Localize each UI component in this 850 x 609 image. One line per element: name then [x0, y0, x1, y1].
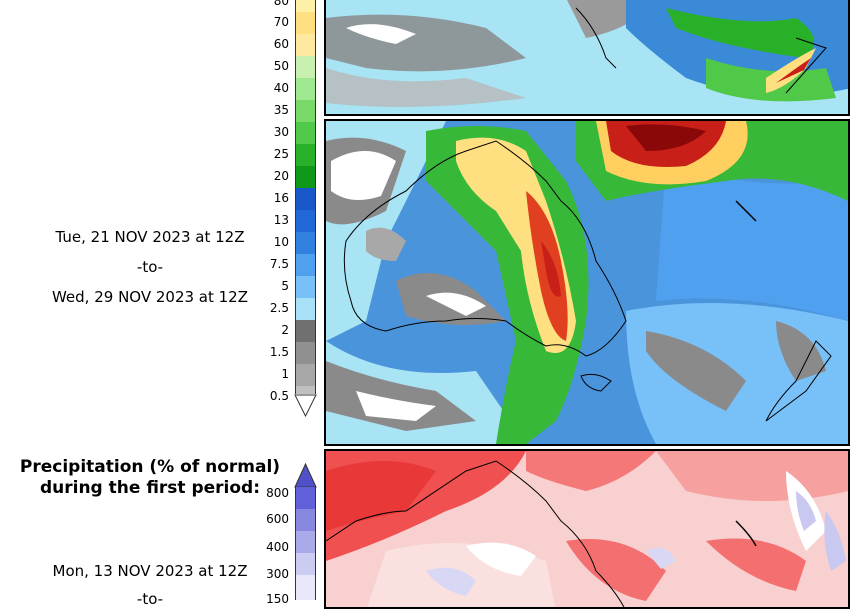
legend-label: 0.5: [269, 389, 289, 403]
legend-label: 35: [273, 103, 289, 117]
legend-swatch: [295, 342, 316, 364]
legend-label: 60: [273, 37, 289, 51]
legend-label: 40: [273, 81, 289, 95]
legend-label: 13: [273, 213, 289, 227]
legend-up-arrow-icon: [294, 462, 317, 488]
legend-label: 400: [266, 540, 289, 554]
period-to-label: -to-: [136, 258, 164, 276]
legend-label: 80: [273, 0, 289, 8]
legend-label: 5: [281, 279, 289, 293]
legend-swatch: [295, 553, 316, 575]
legend-swatch: [295, 254, 316, 276]
legend-label: 1: [281, 367, 289, 381]
pct-normal-map: [324, 449, 850, 609]
legend-swatch: [295, 78, 316, 100]
pct-normal-field: [326, 451, 848, 607]
legend-swatch: [295, 320, 316, 342]
legend-label: 25: [273, 147, 289, 161]
legend-swatch: [295, 487, 316, 509]
legend-swatch: [295, 100, 316, 122]
legend-label: 16: [273, 191, 289, 205]
legend-label: 20: [273, 169, 289, 183]
legend-swatch: [295, 364, 316, 386]
legend-label: 2.5: [269, 301, 289, 315]
legend-swatch: [295, 0, 316, 12]
legend-down-arrow-icon: [294, 394, 317, 418]
pct-period-to-label: -to-: [136, 590, 164, 608]
legend-label: 50: [273, 59, 289, 73]
pct-normal-title-line2: during the first period:: [39, 478, 261, 498]
legend-swatch: [295, 575, 316, 600]
pct-normal-title-line1: Precipitation (% of normal): [19, 457, 281, 477]
period-end-date: Wed, 29 NOV 2023 at 12Z: [51, 288, 249, 306]
precip-map-second-period: [324, 119, 850, 446]
period-start-date: Tue, 21 NOV 2023 at 12Z: [55, 228, 245, 246]
legend-label: 7.5: [269, 257, 289, 271]
precip-map-previous-partial: [324, 0, 850, 116]
legend-swatch: [295, 232, 316, 254]
previous-map-field: [326, 0, 848, 114]
legend-label: 2: [281, 323, 289, 337]
legend-label: 30: [273, 125, 289, 139]
legend-swatch: [295, 166, 316, 188]
legend-swatch: [295, 12, 316, 34]
legend-label: 800: [266, 486, 289, 500]
legend-swatch: [295, 386, 316, 394]
legend-swatch: [295, 210, 316, 232]
legend-swatch: [295, 122, 316, 144]
legend-swatch: [295, 34, 316, 56]
legend-label: 70: [273, 15, 289, 29]
legend-label: 300: [266, 567, 289, 581]
legend-swatch: [295, 144, 316, 166]
pct-period-start-date: Mon, 13 NOV 2023 at 12Z: [52, 562, 248, 580]
legend-swatch: [295, 509, 316, 531]
precip-field: [326, 121, 848, 444]
legend-swatch: [295, 188, 316, 210]
legend-swatch: [295, 276, 316, 298]
legend-label: 600: [266, 512, 289, 526]
legend-swatch: [295, 298, 316, 320]
legend-label: 10: [273, 235, 289, 249]
legend-swatch: [295, 531, 316, 553]
legend-swatch: [295, 56, 316, 78]
legend-label: 1.5: [269, 345, 289, 359]
